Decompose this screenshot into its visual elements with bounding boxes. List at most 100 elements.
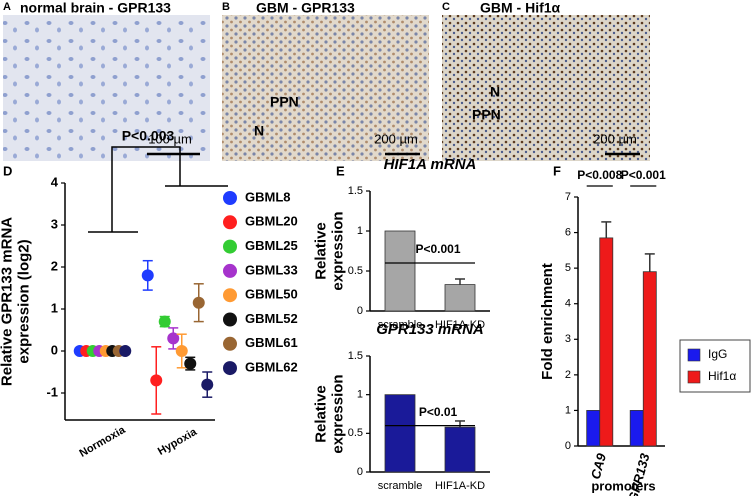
y-tick-label: 0.5 (348, 427, 363, 439)
y-axis-label: expression (329, 374, 346, 453)
annotation: PPN (270, 94, 299, 110)
y-tick-label: 0 (357, 305, 363, 317)
dot (150, 374, 163, 387)
legend-marker (223, 215, 237, 230)
panel-letter: C (442, 1, 450, 13)
legend-label: GBML20 (245, 214, 298, 229)
y-tick-label: 3 (51, 216, 58, 231)
legend-label: GBML50 (245, 287, 298, 302)
y-axis-label: Fold enrichment (539, 263, 556, 380)
panel-letter: E (336, 163, 345, 178)
legend-marker (223, 263, 237, 278)
panel-title: normal brain - GPR133 (20, 0, 171, 16)
x-tick-label: HIF1A-KD (435, 319, 485, 331)
legend-marker (223, 288, 237, 303)
y-tick-label: 1.5 (348, 350, 363, 362)
dot (192, 296, 205, 309)
annotation: PPN (472, 107, 501, 123)
panel-letter: A (3, 1, 11, 13)
y-tick-label: 1 (565, 404, 571, 416)
y-tick-label: 0.5 (348, 265, 363, 277)
y-tick-label: 2 (51, 258, 58, 273)
x-tick-label: HIF1A-KD (435, 480, 485, 492)
x-tick-label: CA9 (588, 451, 609, 481)
y-tick-label: 1 (51, 300, 58, 315)
legend-label: GBML52 (245, 311, 298, 326)
legend-marker (223, 191, 237, 205)
dot (167, 332, 180, 345)
panel-letter: D (3, 163, 12, 178)
legend-marker (687, 370, 701, 384)
y-tick-label: 0 (357, 466, 363, 478)
y-axis-label: expression (329, 211, 346, 290)
legend-label: GBML8 (245, 189, 291, 204)
x-tick-label: scramble (378, 319, 423, 331)
annotation: P<0.01 (419, 405, 458, 419)
micrograph-tint (222, 15, 429, 161)
y-tick-label: 1 (357, 389, 363, 401)
micrograph (442, 15, 650, 161)
panel-letter: B (222, 1, 230, 13)
dot (158, 315, 171, 328)
dot (201, 378, 214, 391)
bar (444, 284, 476, 312)
dot (119, 345, 132, 357)
scale-label: 200 µm (374, 131, 418, 146)
legend-label: IgG (708, 347, 727, 361)
legend-marker (223, 312, 237, 327)
micrograph (3, 15, 210, 161)
bar (444, 426, 476, 473)
chart-title: GPR133 mRNA (376, 321, 484, 338)
dot (175, 345, 188, 357)
y-tick-label: 4 (565, 298, 571, 310)
legend-marker (223, 361, 237, 376)
y-axis-label: Relative GPR133 mRNA (0, 217, 15, 386)
bar (642, 271, 657, 447)
y-tick-label: 7 (565, 191, 571, 203)
y-axis-label: Relative (312, 385, 329, 443)
dot (141, 269, 154, 282)
x-tick-label: Hypoxia (156, 426, 200, 458)
y-axis-label: Relative (312, 222, 329, 280)
bar (586, 410, 601, 447)
bar (599, 237, 614, 447)
legend-label: GBML33 (245, 262, 298, 277)
y-tick-label: 6 (565, 226, 571, 238)
annotation: N (490, 84, 500, 100)
y-tick-label: 5 (565, 262, 571, 274)
chart-title: HIF1A mRNA (384, 156, 477, 173)
panel-title: GBM - Hif1α (480, 0, 561, 16)
x-axis-label: promoters (591, 478, 655, 493)
y-tick-label: 1.5 (348, 185, 363, 197)
scale-label: 200 µm (593, 131, 637, 146)
annotation: N (254, 123, 264, 139)
legend-marker (687, 348, 701, 362)
y-tick-label: 3 (565, 333, 571, 345)
annotation: P<0.001 (415, 242, 460, 256)
scale-label: 100 µm (148, 131, 192, 146)
annotation: P<0.008 (577, 168, 622, 182)
y-tick-label: 4 (51, 174, 59, 189)
bar (629, 410, 644, 447)
legend-label: GBML61 (245, 335, 298, 350)
y-tick-label: 0 (51, 342, 58, 357)
y-tick-label: -1 (46, 384, 58, 399)
y-tick-label: 2 (565, 369, 571, 381)
x-tick-label: Normoxia (77, 424, 128, 460)
dendrogram (88, 146, 228, 233)
panel-title: GBM - GPR133 (256, 0, 355, 16)
legend-label: GBML25 (245, 238, 298, 253)
bar (384, 230, 416, 312)
legend-label: Hif1α (708, 369, 736, 383)
dot (184, 357, 197, 370)
x-tick-label: scramble (378, 480, 423, 492)
annotation: P<0.001 (621, 168, 666, 182)
legend-box (679, 339, 751, 393)
y-tick-label: 0 (565, 440, 571, 452)
bar (384, 394, 416, 473)
y-axis-label: expression (log2) (15, 239, 32, 363)
panel-letter: F (553, 163, 561, 178)
annotation: P<0.003 (122, 128, 175, 144)
legend-marker (223, 336, 237, 351)
